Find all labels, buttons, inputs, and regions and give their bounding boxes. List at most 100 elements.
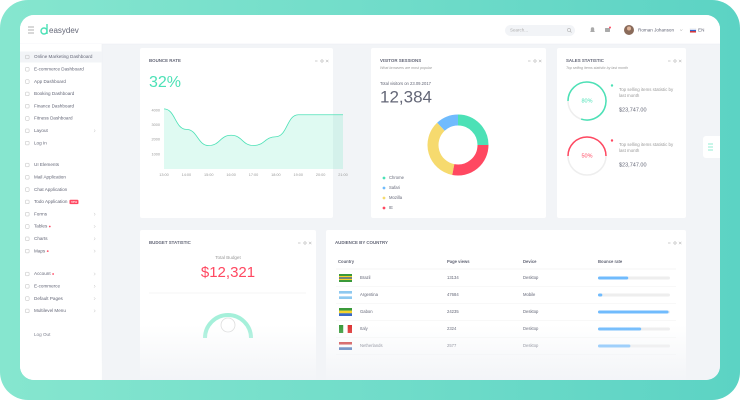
menu-item[interactable]: Forms: [34, 211, 48, 216]
legend-label: IE: [389, 205, 393, 210]
menu-item[interactable]: Default Pages: [34, 296, 64, 301]
card-reload[interactable]: [673, 241, 677, 245]
card-close[interactable]: [538, 59, 542, 63]
topbar: [20, 15, 720, 44]
y-tick-label: 2000: [152, 138, 160, 142]
card-title: VISITOR SESSIONS: [380, 58, 421, 63]
menu-icon: [25, 308, 30, 313]
menu-item[interactable]: UI Elements: [34, 162, 60, 167]
menu-item[interactable]: Booking Dashboard: [34, 91, 75, 96]
column-header: Country: [338, 259, 355, 264]
area: [164, 108, 343, 169]
screen: easydev Search... Roman Johanson EN Onli…: [20, 15, 725, 380]
menu-icon: [25, 271, 30, 277]
menu-chevron: [93, 309, 96, 313]
column-header: Device: [523, 259, 537, 264]
menu-chevron: [93, 212, 96, 216]
page-views: 24235: [447, 309, 459, 314]
menu-item[interactable]: Account: [34, 271, 51, 276]
progress-label: 50%: [581, 153, 592, 159]
menu-icon: [25, 249, 30, 254]
budget-total: $12,321: [201, 264, 255, 281]
menu-item[interactable]: Charts: [34, 236, 48, 241]
menu-item[interactable]: E-commerce: [34, 284, 60, 289]
search-box[interactable]: [505, 25, 575, 36]
menu-item[interactable]: Finance Dashboard: [34, 103, 75, 108]
logo-mark: [40, 24, 48, 35]
x-tick-label: 21:00: [338, 173, 348, 177]
y-tick-label: 1000: [152, 152, 160, 156]
country: Argentina: [360, 292, 379, 297]
settings-tab[interactable]: [703, 136, 725, 158]
card-close[interactable]: [678, 59, 682, 63]
card-close[interactable]: [678, 241, 682, 245]
menu-dot: [46, 250, 49, 253]
x-tick-label: 18:00: [271, 173, 281, 177]
card-subtitle: Top selling items statistic by last mont…: [566, 66, 628, 70]
sidebar-fade: [20, 325, 102, 380]
language[interactable]: EN: [698, 28, 704, 33]
sidebar: [20, 44, 102, 380]
card-title: BUDGET STATISTIC: [149, 240, 192, 245]
menu-badge: [69, 199, 79, 205]
donut-segment: [437, 114, 459, 132]
column-header: Bounce rate: [598, 259, 623, 264]
notification-icon[interactable]: [590, 27, 595, 32]
menu-icon: [25, 187, 30, 192]
menu-icon: [25, 212, 30, 217]
legend-label: Safari: [389, 185, 400, 190]
menu-icon: [25, 284, 30, 289]
page-views: 13134: [447, 275, 459, 280]
menu-icon: [25, 141, 30, 146]
card-close[interactable]: [308, 241, 312, 245]
menu-icon: [25, 67, 30, 72]
flag: [339, 277, 352, 279]
menu-chevron: [93, 272, 96, 276]
card-reload[interactable]: [673, 59, 677, 63]
legend-label: Chrome: [389, 175, 405, 180]
x-tick-label: 16:00: [226, 173, 236, 177]
menu-item[interactable]: Todo Application: [34, 199, 68, 204]
sales-item-text: Top selling items statistic by last mont…: [619, 87, 674, 98]
menu-item[interactable]: Multilevel Menu: [34, 308, 66, 313]
menu-item[interactable]: E-commerce Dashboard: [34, 67, 84, 72]
x-tick-label: 13:00: [159, 173, 169, 177]
flag: [339, 293, 352, 297]
page-views: 47684: [447, 292, 459, 297]
total-label: Total Budget: [215, 255, 241, 260]
item-dot: [610, 84, 614, 87]
x-tick-label: 17:00: [249, 173, 259, 177]
menu-icon: [25, 224, 30, 229]
menu-item[interactable]: Chat Application: [34, 187, 68, 192]
menu-item[interactable]: Fitness Dashboard: [34, 116, 73, 121]
active-item-bg: [20, 51, 102, 63]
device: Mobile: [523, 292, 536, 297]
menu-item[interactable]: Tables: [34, 224, 48, 229]
user-name[interactable]: Roman Johanson: [638, 28, 674, 33]
bounce-bar: [598, 276, 629, 280]
menu-icon: [25, 162, 30, 168]
menu-item[interactable]: Log In: [34, 140, 47, 145]
card-reload[interactable]: [533, 59, 537, 63]
menu-item[interactable]: Layout: [34, 128, 49, 133]
legend-label: Mozilla: [389, 195, 403, 200]
language-flag[interactable]: [689, 28, 697, 33]
menu-icon: [25, 296, 30, 301]
menu-item[interactable]: Mail Application: [34, 175, 66, 180]
menu-dot: [48, 225, 51, 228]
total-value: 12,384: [380, 87, 432, 106]
card-close[interactable]: [325, 59, 329, 63]
card-reload[interactable]: [320, 59, 324, 63]
messages-icon[interactable]: [605, 26, 611, 33]
settings-icon: [708, 143, 713, 151]
menu-item[interactable]: App Dashboard: [34, 79, 66, 84]
menu-item[interactable]: Online Marketing Dashboard: [34, 54, 93, 59]
search-icon: [567, 28, 572, 33]
menu-item[interactable]: Maps: [34, 248, 46, 253]
menu-button[interactable]: [28, 26, 34, 34]
card-reload[interactable]: [303, 241, 307, 245]
avatar-face: [627, 26, 631, 31]
menu-icon: [25, 175, 30, 180]
user-chevron: [679, 29, 683, 32]
